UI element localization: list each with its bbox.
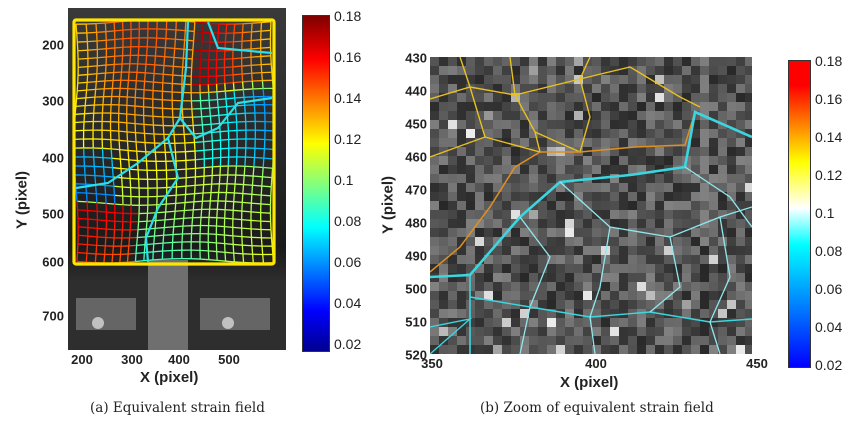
colorbar-a — [302, 15, 330, 352]
y-axis-label-a: Y (pixel) — [13, 170, 31, 230]
colorbar-tick-b: 0.18 — [815, 53, 843, 69]
colorbar-tick-a: 0.16 — [334, 49, 362, 65]
y-tick-b: 460 — [405, 149, 427, 165]
y-tick-a: 300 — [42, 93, 64, 109]
caption-b: (b) Zoom of equivalent strain field — [480, 400, 714, 416]
y-tick-a: 200 — [42, 37, 64, 53]
y-tick-b: 440 — [405, 83, 427, 99]
colorbar-tick-a: 0.1 — [334, 172, 354, 188]
colorbar-tick-b: 0.04 — [815, 319, 843, 335]
colorbar-tick-b: 0.14 — [815, 129, 843, 145]
y-tick-a: 400 — [42, 150, 64, 166]
strain-field-image-a — [68, 8, 286, 350]
colorbar-tick-b: 0.1 — [815, 205, 835, 221]
x-tick-b: 400 — [585, 356, 607, 371]
colorbar-tick-a: 0.18 — [334, 8, 362, 24]
y-tick-b: 470 — [405, 182, 427, 198]
colorbar-tick-a: 0.04 — [334, 295, 362, 311]
colorbar-tick-b: 0.12 — [815, 167, 843, 183]
y-tick-b: 430 — [405, 50, 427, 66]
y-tick-b: 500 — [405, 281, 427, 297]
x-tick-b: 350 — [421, 356, 443, 371]
x-tick-a: 200 — [71, 352, 93, 367]
y-tick-a: 700 — [42, 308, 64, 324]
colorbar-tick-b: 0.02 — [815, 357, 843, 373]
colorbar-tick-a: 0.06 — [334, 254, 362, 270]
colorbar-tick-a: 0.02 — [334, 336, 362, 352]
x-tick-b: 450 — [746, 356, 768, 371]
x-tick-a: 400 — [168, 352, 190, 367]
y-tick-a: 500 — [42, 206, 64, 222]
colorbar-tick-a: 0.14 — [334, 90, 362, 106]
y-tick-b: 520 — [405, 347, 427, 363]
y-tick-b: 490 — [405, 248, 427, 264]
colorbar-tick-a: 0.12 — [334, 131, 362, 147]
zoom-image-b — [430, 57, 752, 354]
caption-a: (a) Equivalent strain field — [90, 400, 265, 416]
y-tick-b: 480 — [405, 215, 427, 231]
colorbar-tick-b: 0.06 — [815, 281, 843, 297]
y-tick-b: 510 — [405, 314, 427, 330]
y-tick-b: 450 — [405, 116, 427, 132]
x-tick-a: 300 — [121, 352, 143, 367]
x-axis-label-b: X (pixel) — [560, 374, 619, 391]
colorbar-tick-b: 0.16 — [815, 91, 843, 107]
y-tick-a: 600 — [42, 254, 64, 270]
x-tick-a: 500 — [218, 352, 240, 367]
colorbar-tick-b: 0.08 — [815, 243, 843, 259]
colorbar-b — [788, 60, 811, 368]
x-axis-label-a: X (pixel) — [140, 369, 199, 386]
colorbar-tick-a: 0.08 — [334, 213, 362, 229]
y-axis-label-b: Y (pixel) — [379, 175, 397, 235]
